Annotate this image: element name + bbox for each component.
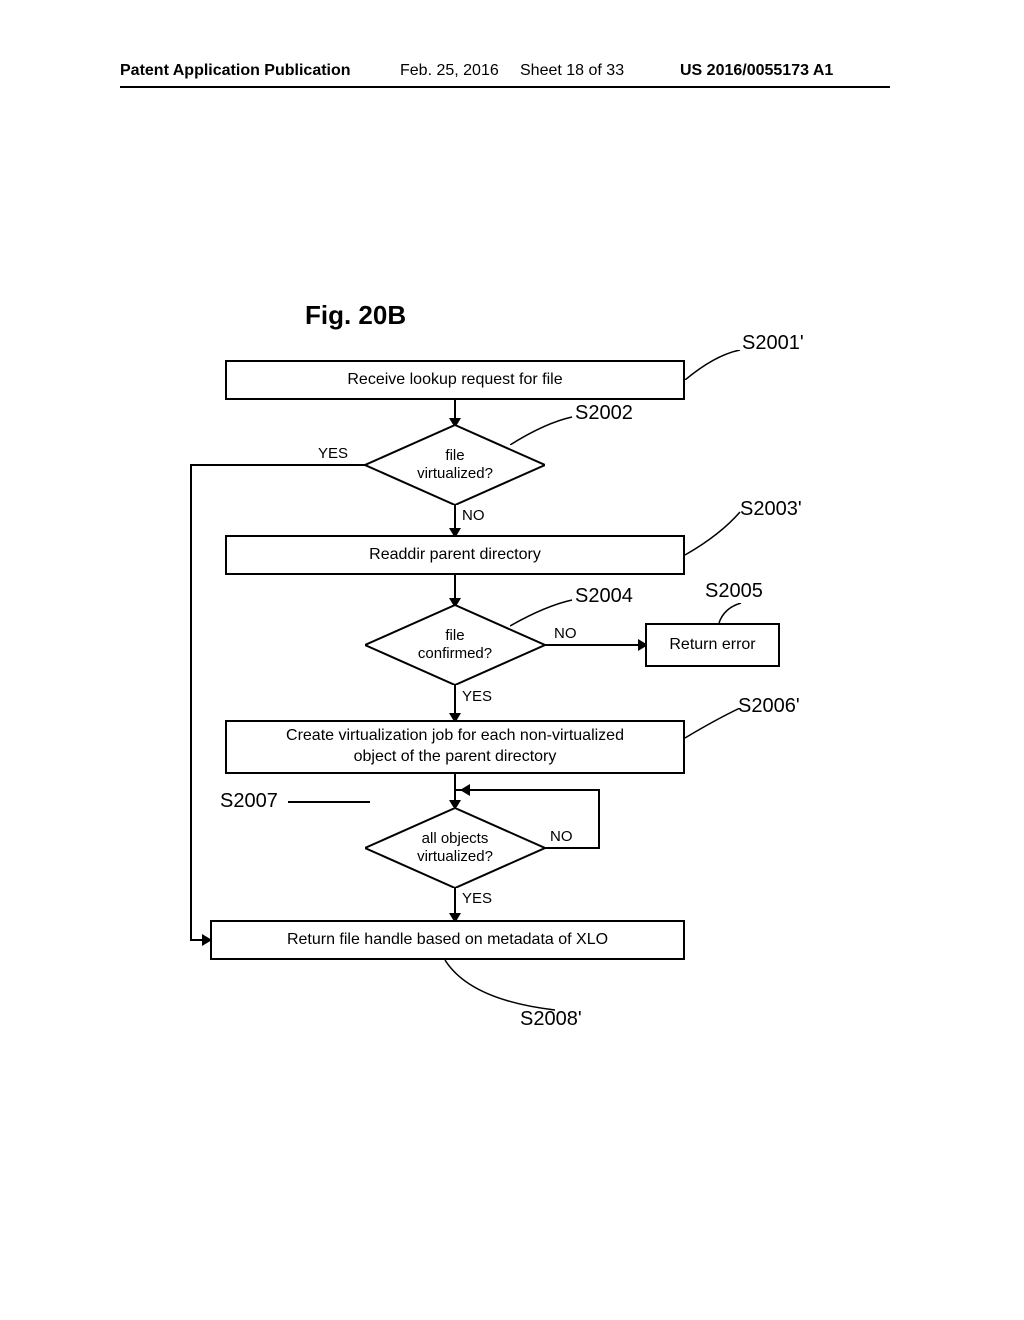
edge — [454, 400, 456, 420]
edge — [454, 685, 456, 715]
label-s2006: S2006' — [738, 695, 800, 718]
edge — [190, 464, 365, 466]
edge — [190, 464, 192, 940]
header-rule — [120, 86, 890, 88]
node-s2001: Receive lookup request for file — [225, 360, 685, 400]
node-text: file confirmed? — [418, 627, 492, 663]
leader-s2005 — [716, 603, 746, 625]
node-text: Receive lookup request for file — [347, 370, 562, 391]
node-text: Create virtualization job for each non-v… — [286, 726, 624, 768]
sheet-number: Sheet 18 of 33 — [520, 62, 624, 80]
edge — [545, 847, 600, 849]
leader-s2006 — [685, 708, 743, 740]
node-text: Readdir parent directory — [369, 545, 541, 566]
leader-s2008 — [440, 960, 560, 1015]
leader-s2002 — [510, 415, 575, 445]
node-s2006: Create virtualization job for each non-v… — [225, 720, 685, 774]
leader-s2003 — [685, 510, 743, 558]
figure-title: Fig. 20B — [305, 300, 406, 331]
patent-number: US 2016/0055173 A1 — [680, 62, 833, 80]
branch-no: NO — [550, 828, 573, 845]
node-text: Return file handle based on metadata of … — [287, 930, 608, 951]
edge — [454, 774, 456, 802]
leader-s2007 — [288, 801, 370, 803]
node-s2008: Return file handle based on metadata of … — [210, 920, 685, 960]
branch-no: NO — [554, 625, 577, 642]
label-s2005: S2005 — [705, 580, 763, 603]
flowchart: Receive lookup request for file S2001' f… — [120, 340, 890, 1090]
leader-s2001 — [685, 350, 745, 380]
edge — [455, 789, 600, 791]
node-text: all objects virtualized? — [417, 830, 493, 866]
arrow-head-icon — [460, 784, 470, 796]
label-s2007: S2007 — [220, 790, 278, 813]
edge — [598, 789, 600, 849]
leader-s2004 — [510, 598, 575, 628]
edge — [545, 644, 640, 646]
node-s2005: Return error — [645, 623, 780, 667]
publication-type: Patent Application Publication — [120, 62, 351, 80]
edge — [454, 505, 456, 530]
edge — [454, 888, 456, 915]
branch-yes: YES — [318, 445, 348, 462]
label-s2001: S2001' — [742, 332, 804, 355]
branch-yes: YES — [462, 890, 492, 907]
node-text: file virtualized? — [417, 447, 493, 483]
edge — [454, 575, 456, 600]
label-s2002: S2002 — [575, 402, 633, 425]
node-s2003: Readdir parent directory — [225, 535, 685, 575]
publication-date: Feb. 25, 2016 — [400, 62, 499, 80]
branch-no: NO — [462, 507, 485, 524]
branch-yes: YES — [462, 688, 492, 705]
node-text: Return error — [669, 635, 755, 656]
page: Patent Application Publication Feb. 25, … — [0, 0, 1024, 1320]
label-s2003: S2003' — [740, 498, 802, 521]
label-s2004: S2004 — [575, 585, 633, 608]
node-s2007: all objects virtualized? — [365, 808, 545, 888]
